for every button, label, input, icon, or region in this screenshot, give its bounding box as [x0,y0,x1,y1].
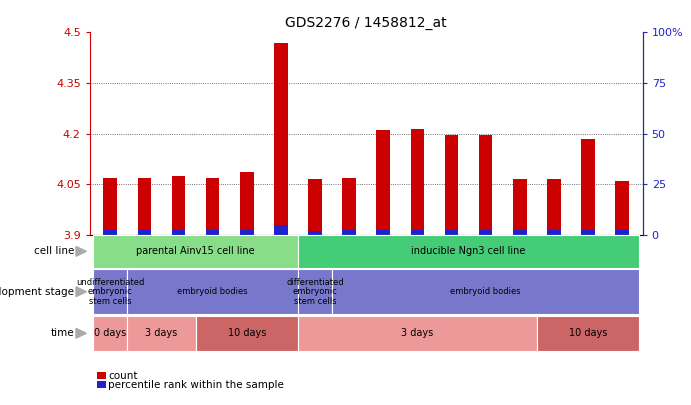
Bar [615,230,629,235]
Text: embryoid bodies: embryoid bodies [178,287,248,296]
Bar [513,230,527,235]
Bar [127,315,196,351]
Text: 3 days: 3 days [401,328,433,338]
Bar [240,230,254,235]
Bar [274,225,287,235]
Bar [410,128,424,235]
Bar [196,315,298,351]
Bar [206,230,220,235]
Bar [93,235,298,268]
Text: differentiated
embryonic
stem cells: differentiated embryonic stem cells [286,277,344,306]
Bar [308,231,322,235]
Bar [615,181,629,235]
Bar [581,230,595,235]
Bar [298,235,639,268]
Polygon shape [76,247,86,256]
Bar [104,230,117,235]
Text: time: time [50,328,74,338]
Bar [445,230,458,235]
Bar [172,176,185,235]
Text: 10 days: 10 days [569,328,607,338]
Text: 3 days: 3 days [145,328,178,338]
Bar [298,315,537,351]
Bar [342,177,356,235]
Bar [206,177,220,235]
Text: cell line: cell line [34,246,74,256]
Bar [410,230,424,235]
Bar [332,269,639,314]
Polygon shape [76,328,86,338]
Text: inducible Ngn3 cell line: inducible Ngn3 cell line [411,246,526,256]
Bar [377,230,390,235]
Bar [240,173,254,235]
Bar [581,139,595,235]
Text: percentile rank within the sample: percentile rank within the sample [108,380,285,390]
Bar [274,43,287,235]
Text: undifferentiated
embryonic
stem cells: undifferentiated embryonic stem cells [76,277,144,306]
Bar [445,135,458,235]
Text: parental Ainv15 cell line: parental Ainv15 cell line [136,246,255,256]
Bar [97,372,106,379]
Polygon shape [76,287,86,296]
Bar [479,230,493,235]
Bar [342,230,356,235]
Bar [308,179,322,235]
Bar [138,230,151,235]
Bar [172,230,185,235]
Bar [513,179,527,235]
Text: 10 days: 10 days [227,328,266,338]
Bar [93,269,127,314]
Text: count: count [108,371,138,381]
Bar [377,130,390,235]
Text: development stage: development stage [0,287,74,297]
Bar [547,230,560,235]
Bar [104,177,117,235]
Bar [97,381,106,388]
Bar [298,269,332,314]
Text: embryoid bodies: embryoid bodies [451,287,521,296]
Bar [537,315,639,351]
Title: GDS2276 / 1458812_at: GDS2276 / 1458812_at [285,16,447,30]
Bar [127,269,298,314]
Bar [479,135,493,235]
Text: 0 days: 0 days [94,328,126,338]
Bar [93,315,127,351]
Bar [138,177,151,235]
Bar [547,179,560,235]
